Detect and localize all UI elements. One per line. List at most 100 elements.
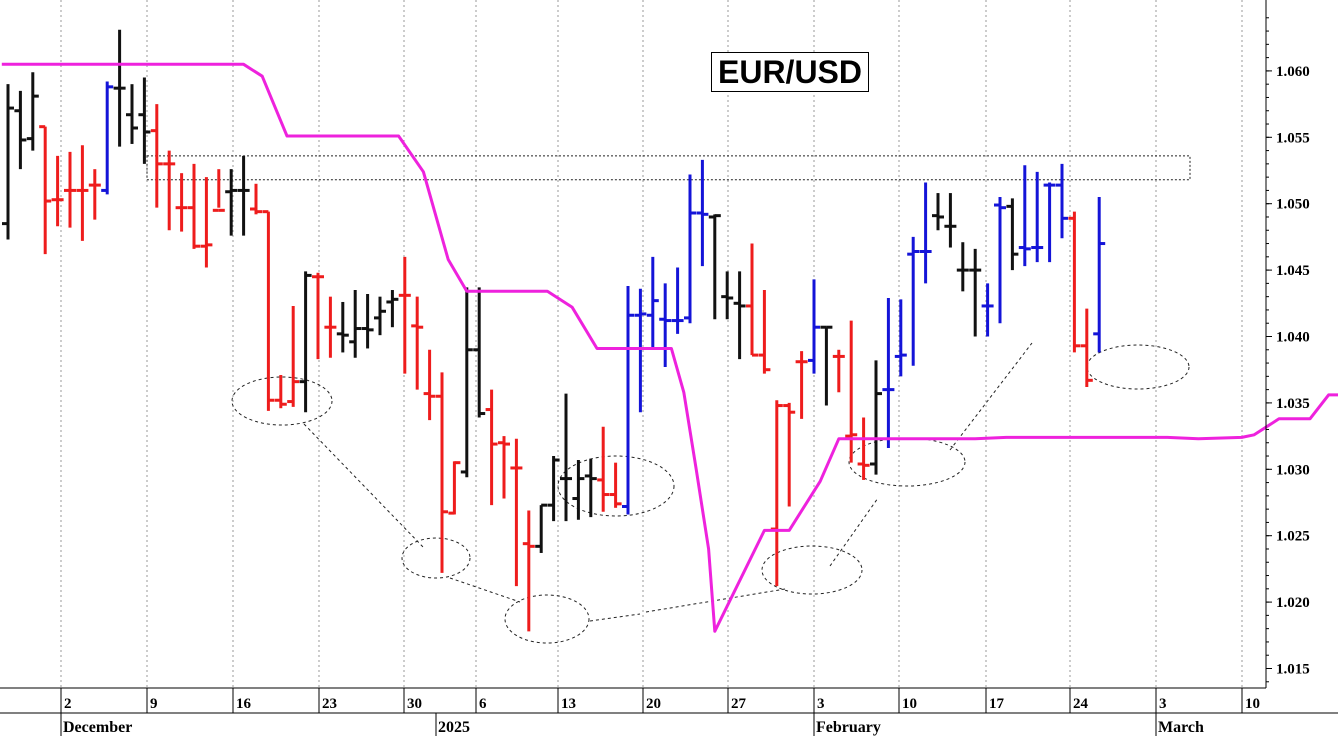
ohlc-bar <box>262 210 275 411</box>
trend-line-3 <box>645 588 786 613</box>
ohlc-bar <box>1031 171 1044 263</box>
ohlc-bar <box>101 81 114 195</box>
swing-circle-2 <box>504 594 590 644</box>
y-tick-label: 1.055 <box>1276 130 1310 146</box>
y-tick-label: 1.035 <box>1276 396 1310 412</box>
swing-circle-3 <box>557 455 675 517</box>
x-tick-label: 9 <box>150 696 158 712</box>
swing-circle-4 <box>761 545 863 595</box>
swing-circle-6 <box>1086 344 1190 390</box>
x-tick-label: 10 <box>1245 696 1260 712</box>
ohlc-bar <box>981 283 994 337</box>
y-tick-label: 1.020 <box>1276 595 1310 611</box>
ohlc-bar <box>188 163 200 249</box>
ohlc-bar <box>175 173 188 232</box>
ohlc-bar <box>336 301 349 353</box>
ohlc-bar <box>882 297 895 449</box>
ohlc-bar <box>956 242 969 292</box>
ohlc-bar <box>460 287 473 478</box>
ohlc-bar <box>1080 308 1093 387</box>
ohlc-bar <box>237 155 250 236</box>
resistance-zone <box>146 155 1191 181</box>
ohlc-bar <box>64 151 76 228</box>
ohlc-bar <box>361 294 374 349</box>
ohlc-bar <box>386 290 399 328</box>
ohlc-bar <box>1018 165 1031 267</box>
month-label: February <box>816 719 881 736</box>
ohlc-bar <box>510 438 523 587</box>
stop-line-path <box>1 62 1338 633</box>
ohlc-bar <box>225 169 238 236</box>
y-tick-label: 1.060 <box>1276 64 1310 80</box>
ohlc-bar <box>2 84 14 240</box>
ohlc-bar <box>374 296 386 336</box>
trend-line-2 <box>589 613 641 622</box>
ohlc-bar <box>138 77 151 164</box>
x-tick-label: 6 <box>479 696 487 712</box>
ohlc-bar <box>547 456 560 522</box>
ohlc-bar <box>646 256 659 348</box>
ohlc-bar <box>522 510 535 632</box>
x-tick-label: 27 <box>731 696 747 712</box>
ohlc-bar <box>733 271 746 360</box>
stop-line <box>1 62 1338 633</box>
ohlc-bar <box>758 290 771 374</box>
ohlc-bar <box>969 248 982 337</box>
month-label: March <box>1158 719 1204 736</box>
ohlc-bar <box>398 256 411 374</box>
chart-title: EUR/USD <box>711 52 869 92</box>
ohlc-bar <box>212 169 225 212</box>
ohlc-bar <box>312 272 324 360</box>
swing-circle-0 <box>231 376 333 426</box>
ohlc-bar <box>14 90 27 170</box>
ohlc-bar <box>622 286 634 515</box>
ohlc-bar <box>113 29 126 147</box>
trend-line-1 <box>449 577 521 603</box>
ohlc-bar <box>560 393 572 522</box>
ohlc-bar <box>299 271 312 413</box>
trend-line-0 <box>303 423 425 549</box>
ohlc-bar <box>994 197 1006 324</box>
x-tick-label: 2 <box>64 696 72 712</box>
swing-circle-5 <box>848 437 966 487</box>
ohlc-bar <box>287 305 300 407</box>
ohlc-bar <box>907 236 920 366</box>
x-tick-label: 13 <box>561 696 576 712</box>
ohlc-bar <box>659 283 672 368</box>
ohlc-bar <box>870 360 882 475</box>
ohlc-bar <box>411 296 424 390</box>
resistance-zone-box <box>146 155 1191 181</box>
ohlc-bar <box>894 299 907 377</box>
ohlc-bar <box>783 402 796 507</box>
ohlc-bar <box>76 145 89 241</box>
ohlc-bar <box>1043 182 1056 263</box>
ohlc-bar <box>572 460 585 520</box>
swing-circle-1 <box>401 537 471 579</box>
ohlc-bar <box>498 436 510 499</box>
ohlc-bar <box>250 183 262 215</box>
ohlc-bar <box>26 72 39 151</box>
ohlc-bar <box>708 214 721 320</box>
x-tick-label: 23 <box>322 696 337 712</box>
ohlc-bar <box>1006 198 1019 271</box>
ohlc-bar <box>721 271 734 320</box>
y-tick-label: 1.015 <box>1276 662 1310 678</box>
price-bars <box>2 29 1106 632</box>
y-tick-label: 1.025 <box>1276 529 1310 545</box>
y-tick-label: 1.050 <box>1276 197 1310 213</box>
ohlc-bar <box>808 279 820 374</box>
trend-guides <box>231 342 1190 644</box>
ohlc-bar <box>535 503 548 553</box>
ohlc-bar <box>770 400 783 587</box>
ohlc-bar <box>932 193 944 231</box>
y-tick-label: 1.040 <box>1276 330 1310 346</box>
x-tick-label: 3 <box>1159 696 1167 712</box>
ohlc-bar <box>795 351 808 419</box>
x-tick-label: 20 <box>646 696 661 712</box>
ohlc-bar <box>684 174 696 324</box>
ohlc-bar <box>584 458 597 518</box>
ohlc-bar <box>126 84 138 144</box>
ohlc-bar <box>746 243 758 357</box>
ohlc-bar <box>832 349 845 393</box>
